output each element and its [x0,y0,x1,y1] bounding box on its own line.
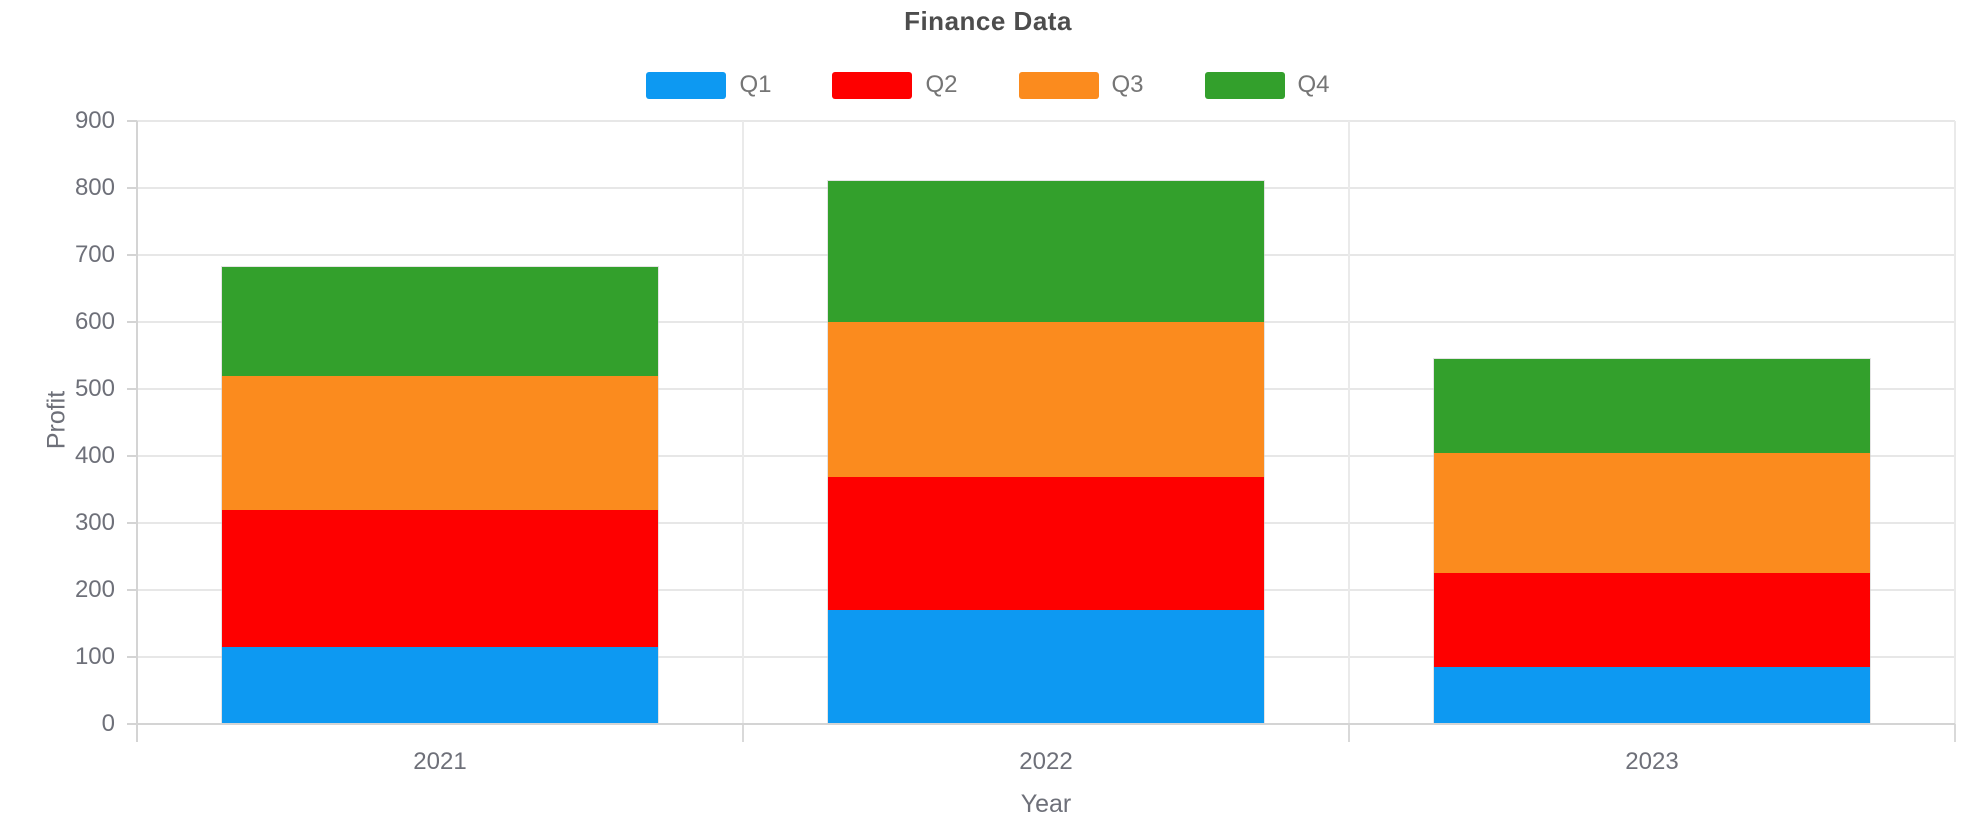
y-tick-0 [127,723,137,725]
x-tick [1954,724,1956,742]
bar-2021 [221,266,659,725]
y-tick-label-200: 200 [74,576,115,603]
y-axis-line [136,121,138,742]
y-tick-label-100: 100 [74,643,115,670]
bar-segment-2022-Q3[interactable] [828,321,1264,478]
x-axis-line [137,723,1955,725]
x-tick-label-2023: 2023 [1625,748,1679,775]
legend: Q1 Q2 Q3 Q4 [0,71,1976,99]
y-tick-label-0: 0 [101,710,115,737]
bar-segment-2023-Q4[interactable] [1434,358,1870,453]
legend-item-q3[interactable]: Q3 [1018,71,1144,99]
bar-segment-2023-Q2[interactable] [1434,573,1870,668]
bar-2023 [1433,357,1871,725]
chart-title: Finance Data [904,6,1072,36]
y-tick-800 [127,187,137,189]
legend-item-q2[interactable]: Q2 [832,71,958,99]
y-tick-500 [127,388,137,390]
category-boundary-gridline [1348,121,1350,724]
y-tick-label-900: 900 [74,107,115,134]
legend-swatch-q1 [646,71,727,99]
x-tick-label-2022: 2022 [1019,748,1073,775]
legend-label-q2: Q2 [925,71,958,98]
category-boundary-gridline [742,121,744,724]
legend-item-q4[interactable]: Q4 [1204,71,1330,99]
bar-segment-2023-Q3[interactable] [1434,452,1870,574]
bar-segment-2021-Q3[interactable] [222,375,658,510]
category-boundary-gridline [1954,121,1956,724]
y-axis-title: Profit [42,390,71,450]
bar-segment-2022-Q2[interactable] [828,477,1264,611]
legend-swatch-q4 [1204,71,1285,99]
bar-2022 [827,180,1265,725]
x-tick [742,724,744,742]
y-tick-200 [127,589,137,591]
y-tick-300 [127,522,137,524]
y-tick-label-800: 800 [74,174,115,201]
legend-swatch-q3 [1018,71,1099,99]
bar-segment-2022-Q1[interactable] [828,610,1264,724]
bar-segment-2021-Q1[interactable] [222,646,658,724]
bar-segment-2021-Q2[interactable] [222,509,658,647]
legend-item-q1[interactable]: Q1 [646,71,771,99]
bar-segment-2023-Q1[interactable] [1434,667,1870,724]
x-axis-title: Year [1020,790,1072,818]
y-tick-label-300: 300 [74,509,115,536]
bar-segment-2022-Q4[interactable] [828,181,1264,322]
y-tick-label-400: 400 [74,442,115,469]
y-tick-700 [127,254,137,256]
y-tick-100 [127,656,137,658]
legend-swatch-q2 [832,71,913,99]
legend-label-q4: Q4 [1297,71,1330,98]
y-tick-label-700: 700 [74,241,115,268]
y-tick-900 [127,120,137,122]
y-tick-600 [127,321,137,323]
legend-label-q3: Q3 [1111,71,1144,98]
y-tick-label-500: 500 [74,375,115,402]
bar-segment-2021-Q4[interactable] [222,267,658,376]
legend-label-q1: Q1 [739,71,772,98]
gridline-900 [137,120,1955,122]
y-tick-400 [127,455,137,457]
y-tick-label-600: 600 [74,308,115,335]
x-tick [1348,724,1350,742]
x-tick-label-2021: 2021 [413,748,467,775]
